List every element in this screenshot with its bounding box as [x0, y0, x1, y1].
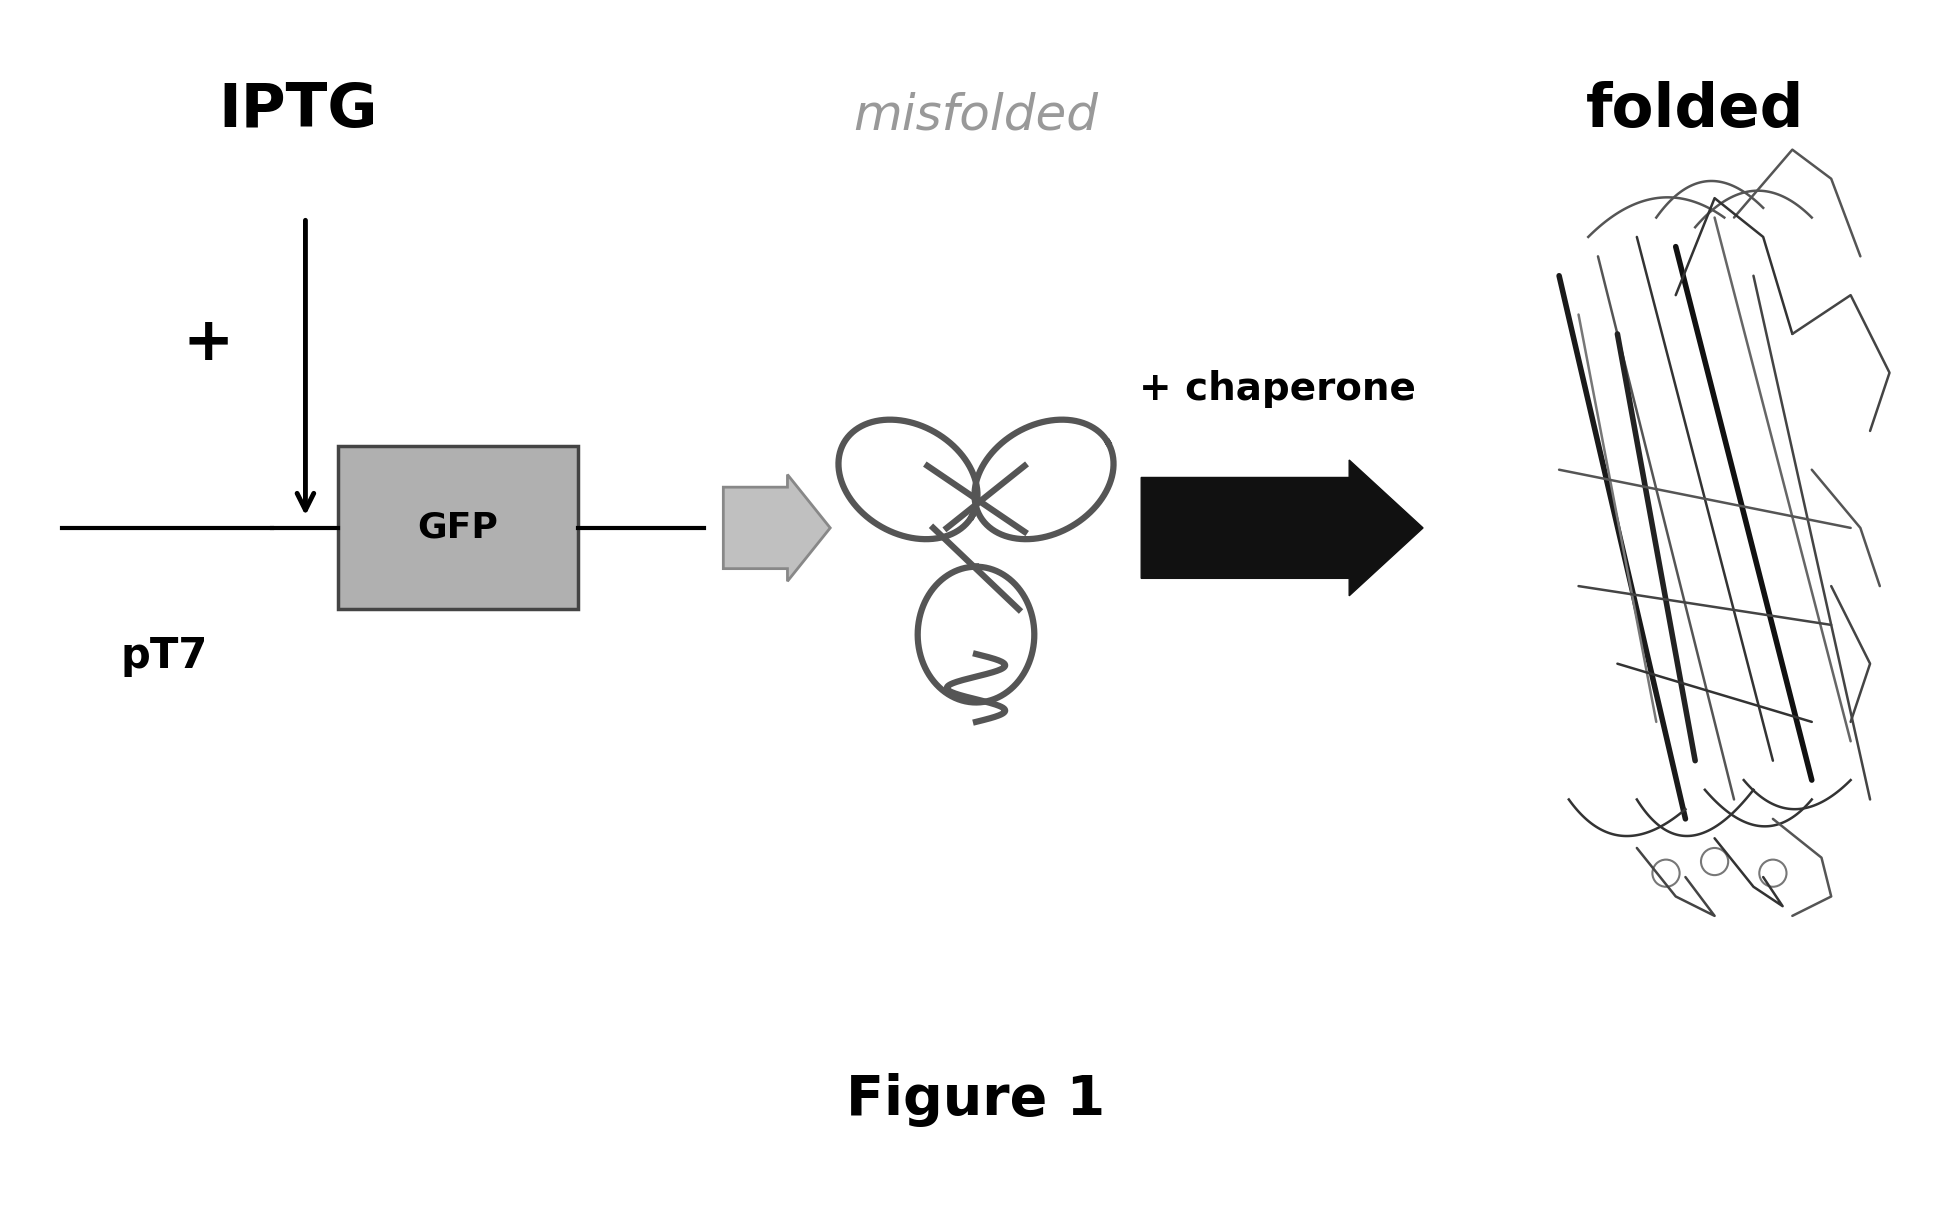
Text: folded: folded	[1585, 81, 1804, 140]
FancyArrow shape	[724, 475, 830, 581]
Text: Figure 1: Figure 1	[847, 1073, 1105, 1127]
Text: misfolded: misfolded	[853, 92, 1099, 140]
Text: IPTG: IPTG	[219, 81, 377, 140]
Text: +: +	[183, 314, 234, 373]
Bar	[338, 447, 578, 609]
Text: GFP: GFP	[418, 511, 498, 545]
FancyArrow shape	[1142, 460, 1423, 596]
Text: + chaperone: + chaperone	[1138, 369, 1415, 408]
Text: pT7: pT7	[121, 635, 209, 677]
